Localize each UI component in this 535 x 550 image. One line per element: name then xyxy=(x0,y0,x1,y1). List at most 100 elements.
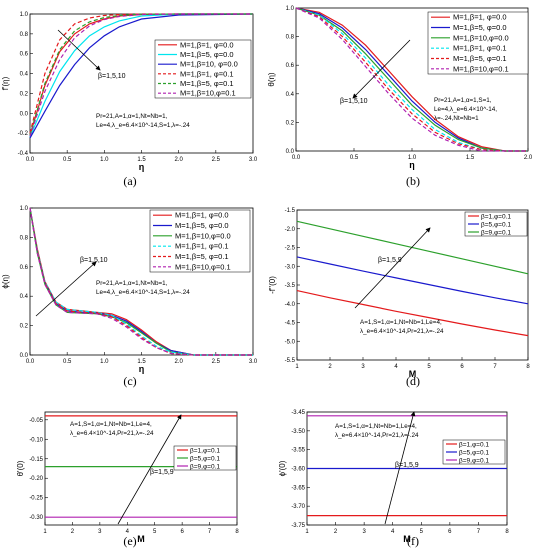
x-axis-label: M xyxy=(403,534,411,544)
legend-label: M=1,β=10,φ=0.1 xyxy=(175,262,231,271)
legend-label: M=1,β=1, φ=0.1 xyxy=(453,44,507,53)
y-tick-label: 0.4 xyxy=(286,92,295,98)
y-tick-label: -3.45 xyxy=(291,410,305,416)
params-annotation: λ_e=6.4×10^-14,Pr=21,λ=-.24 xyxy=(360,328,444,335)
params-annotation: Le=4,λ_e=6.4×10^-14, xyxy=(434,106,497,113)
legend-label: M=1,β=5, φ=0.0 xyxy=(453,23,507,32)
x-tick-label: 2 xyxy=(71,529,75,535)
x-tick-label: 1.5 xyxy=(137,157,146,163)
legend: M=1,β=1, φ=0.0M=1,β=5, φ=0.0M=1,β=10, φ=… xyxy=(154,39,252,99)
x-tick-label: 1.0 xyxy=(100,359,109,365)
x-tick-label: 6 xyxy=(180,529,184,535)
y-tick-label: 0.4 xyxy=(20,72,29,78)
legend-label: M=1,β=10,φ=0.0 xyxy=(175,231,231,240)
y-tick-label: 0.0 xyxy=(20,111,29,117)
x-tick-label: 5 xyxy=(153,529,157,535)
legend-label: M=1,β=5, φ=0.1 xyxy=(175,252,229,261)
x-tick-label: 5 xyxy=(420,529,424,535)
params-annotation: Le=4,λ_e=6.4×10^-14,S=1,λ=-.24 xyxy=(96,122,190,129)
y-tick-label: -3.55 xyxy=(291,448,305,454)
series-line xyxy=(29,13,253,136)
x-axis-label: η xyxy=(409,160,415,170)
series-line xyxy=(295,7,528,152)
y-tick-label: 1.0 xyxy=(20,12,29,18)
x-tick-label: 3.0 xyxy=(249,157,258,163)
chart-panel-1: 0.0 0.5 1.0 1.5 2.0 2.5 3.0 -0.4 -0.2 0.0 0.2 0.4 0.… xyxy=(1,12,258,188)
series-line xyxy=(296,220,529,275)
arrow-annotation: β=1,5,10 xyxy=(340,98,368,105)
x-tick-label: 1 xyxy=(305,529,309,535)
x-tick-label: 5 xyxy=(427,364,431,370)
x-tick-label: 8 xyxy=(526,364,530,370)
arrow-annotation: β=1,5,9 xyxy=(150,469,174,476)
x-tick-label: 3 xyxy=(98,529,102,535)
x-tick-label: 1.5 xyxy=(137,359,146,365)
params-annotation: λ=-.24,Nt=Nb=1 xyxy=(434,115,479,122)
y-tick-label: -5.0 xyxy=(285,339,296,345)
y-tick-label: 1.0 xyxy=(20,206,29,212)
chart-panel-3: 0.0 0.5 1.0 1.5 2.0 2.5 3.0 0.0 0.2 0.4 0.6 0.8 1.0 η… xyxy=(1,206,258,388)
params-annotation: Pr=21,A=1,α=1,S=1, xyxy=(434,97,492,104)
y-tick-label: -0.25 xyxy=(29,496,43,502)
legend-label: M=1,β=5, φ=0.1 xyxy=(453,54,507,63)
x-tick-label: 4 xyxy=(394,364,398,370)
legend-label: M=1,β=1, φ=0.1 xyxy=(175,242,229,251)
y-tick-label: -2.0 xyxy=(285,227,296,233)
legend-label: M=1,β=5, φ=0.0 xyxy=(175,221,229,230)
y-tick-label: 1.0 xyxy=(286,6,295,12)
x-tick-label: 1 xyxy=(43,529,47,535)
x-tick-label: 3 xyxy=(361,364,365,370)
x-tick-label: 0.5 xyxy=(63,359,72,365)
legend-label: M=1,β=10,φ=0.1 xyxy=(180,89,236,98)
params-annotation: λ_e=6.4×10^-14,Pr=21,λ=-.24 xyxy=(335,432,419,439)
y-axis-label: -f''(0) xyxy=(268,276,277,294)
x-tick-label: 2 xyxy=(334,529,338,535)
y-tick-label: -0.2 xyxy=(18,131,29,137)
legend: β=1,φ=0.1β=5,φ=0.1β=9,φ=0.1 xyxy=(464,211,528,237)
params-annotation: Pr=21,A=1,α=1,Nt=Nb=1, xyxy=(96,113,168,120)
x-tick-label: 0.0 xyxy=(292,155,301,161)
params-annotation: A=1,S=1,α=1,Nt=Nb=1,Le=4, xyxy=(335,423,417,430)
x-tick-label: 8 xyxy=(235,529,239,535)
y-tick-label: -3.0 xyxy=(285,264,296,270)
x-tick-label: 1.5 xyxy=(466,155,475,161)
legend-label: β=9,φ=0.1 xyxy=(190,464,220,471)
legend-label: M=1,β=10, φ=0.0 xyxy=(180,60,238,69)
y-tick-label: -0.20 xyxy=(29,476,43,482)
panel-caption: (c) xyxy=(123,374,136,388)
y-tick-label: 0.2 xyxy=(286,120,295,126)
series-line xyxy=(29,13,253,134)
y-tick-label: -0.15 xyxy=(29,457,43,463)
y-tick-label: -0.10 xyxy=(29,437,43,443)
legend-label: β=5,φ=0.1 xyxy=(459,450,489,457)
params-annotation: Pr=21,A=1,α=1,Nt=Nb=1, xyxy=(96,280,168,287)
legend-label: β=1,φ=0.1 xyxy=(481,214,511,221)
legend-label: M=1,β=5, φ=0.0 xyxy=(180,50,234,59)
plot-frame xyxy=(44,411,238,526)
params-annotation: A=1,S=1,α=1,Nt=Nb=1,Le=4, xyxy=(70,421,152,428)
legend-label: M=1,β=10,φ=0.1 xyxy=(453,64,509,73)
y-tick-label: 0.8 xyxy=(20,235,29,241)
y-tick-label: 0.8 xyxy=(286,35,295,41)
y-tick-label: 0.6 xyxy=(20,52,29,58)
x-tick-label: 0.0 xyxy=(26,157,35,163)
legend-label: β=9,φ=0.1 xyxy=(481,230,511,237)
x-tick-label: 0.5 xyxy=(63,157,72,163)
y-tick-label: 0.0 xyxy=(20,353,29,359)
panel-caption: (d) xyxy=(406,374,420,388)
x-tick-label: 4 xyxy=(391,529,395,535)
y-tick-label: -3.75 xyxy=(291,523,305,529)
legend-label: β=9,φ=0.1 xyxy=(459,458,489,465)
params-annotation: λ_e=6.4×10^-14,Pr=21,λ=-.24 xyxy=(70,430,154,437)
params-annotation: A=1,S=1,α=1,Nt=Nb=1,Le=4, xyxy=(360,319,442,326)
y-tick-label: 0.0 xyxy=(286,149,295,155)
y-tick-label: 0.6 xyxy=(20,265,29,271)
x-tick-label: 6 xyxy=(448,529,452,535)
y-tick-label: 0.2 xyxy=(20,324,29,330)
panel-caption: (f) xyxy=(407,534,419,548)
x-tick-label: 7 xyxy=(477,529,481,535)
legend-label: β=1,φ=0.1 xyxy=(190,448,220,455)
legend-label: M=1,β=1, φ=0.0 xyxy=(453,13,507,22)
legend-label: M=1,β=10,φ=0.0 xyxy=(453,33,509,42)
